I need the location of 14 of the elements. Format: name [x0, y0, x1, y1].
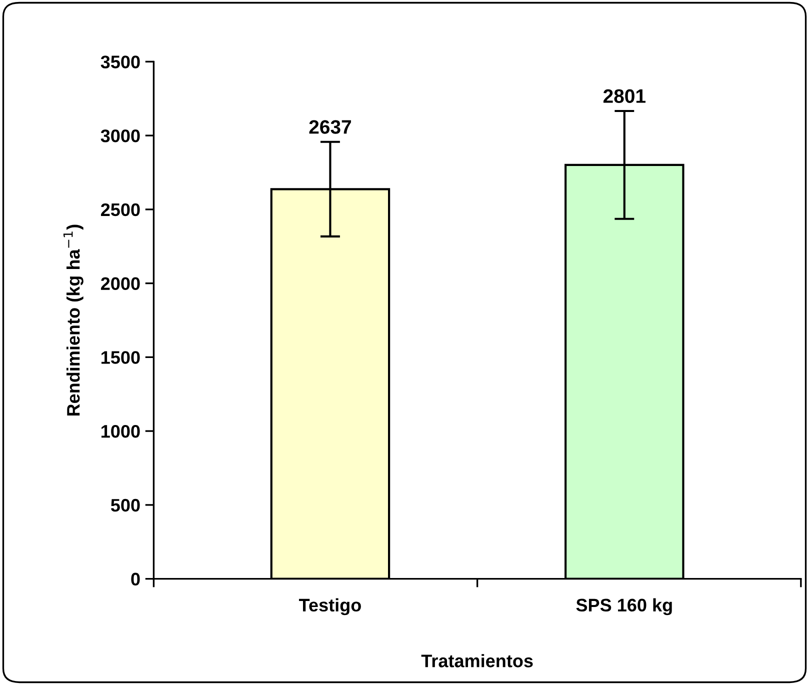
x-tick-label: Testigo: [298, 598, 361, 616]
y-tick-label: 1000: [101, 424, 140, 438]
y-tick-label: 500: [110, 498, 140, 512]
y-axis-title: Rendimiento (kg ha$^{−1}$): [63, 224, 84, 416]
data-label: 2637: [309, 120, 351, 134]
y-tick-label: 3000: [100, 129, 140, 142]
y-tick-label: 2000: [100, 277, 140, 290]
data-label: 2801: [603, 89, 646, 103]
x-tick-label: SPS 160 kg: [576, 598, 672, 616]
y-tick-label: 3500: [100, 56, 140, 68]
x-axis-title: Tratamientos: [421, 654, 533, 668]
y-tick-label: 2500: [100, 203, 140, 216]
y-tick-label: 0: [131, 572, 140, 586]
y-tick-label: 1500: [101, 351, 140, 364]
